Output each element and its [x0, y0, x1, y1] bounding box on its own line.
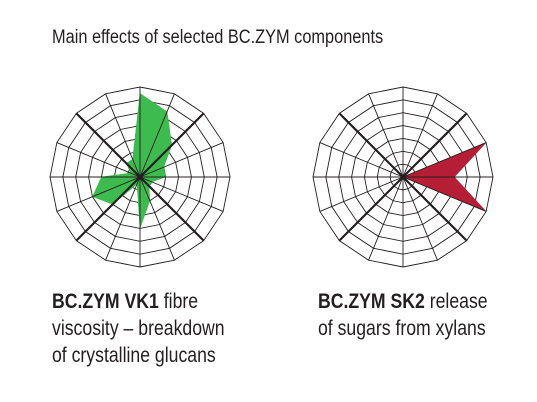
caption-vk1-text-1: fibre [163, 290, 199, 313]
spoke-vk1-10 [75, 176, 141, 242]
caption-vk1-name: BC.ZYM VK1 [52, 290, 159, 313]
spoke-vk1-9 [105, 176, 141, 261]
spoke-vk1-2 [139, 112, 205, 178]
data-area-vk1 [92, 92, 173, 229]
spoke-sk2-10 [338, 176, 404, 242]
spoke-vk1-3 [139, 142, 224, 178]
caption-vk1-text-3: of crystalline glucans [52, 344, 216, 367]
spoke-sk2-6 [402, 176, 468, 242]
caption-sk2-line-1: BC.ZYM SK2 release [318, 288, 488, 315]
spoke-sk2-14 [338, 112, 404, 178]
caption-vk1-line-1: BC.ZYM VK1 fibre [52, 288, 225, 315]
spoke-sk2-7 [402, 176, 438, 261]
spoke-vk1-5 [139, 176, 224, 212]
caption-sk2-name: BC.ZYM SK2 [318, 290, 425, 313]
caption-vk1: BC.ZYM VK1 fibre viscosity – breakdown o… [52, 288, 225, 369]
spoke-sk2-9 [368, 176, 404, 261]
spoke-vk1-6 [139, 176, 205, 242]
spoke-sk2-13 [319, 142, 404, 178]
spoke-vk1-7 [139, 176, 175, 261]
radar-chart-vk1 [49, 86, 231, 268]
spoke-sk2-1 [402, 93, 438, 178]
radar-chart-sk2 [312, 86, 494, 268]
spoke-vk1-1 [139, 93, 175, 178]
spoke-vk1-15 [105, 93, 141, 178]
spoke-vk1-11 [56, 176, 141, 212]
spoke-sk2-2 [402, 112, 468, 178]
caption-sk2-text-1: release [429, 290, 488, 313]
spoke-sk2-5 [402, 176, 487, 212]
spoke-sk2-3 [402, 142, 487, 178]
caption-sk2-text-2: of sugars from xylans [318, 317, 486, 340]
spoke-sk2-11 [319, 176, 404, 212]
spoke-sk2-15 [368, 93, 404, 178]
spoke-vk1-13 [56, 142, 141, 178]
spoke-vk1-14 [75, 112, 141, 178]
figure-title: Main effects of selected BC.ZYM componen… [52, 27, 384, 48]
caption-sk2: BC.ZYM SK2 release of sugars from xylans [318, 288, 488, 342]
caption-vk1-text-2: viscosity – breakdown [52, 317, 225, 340]
